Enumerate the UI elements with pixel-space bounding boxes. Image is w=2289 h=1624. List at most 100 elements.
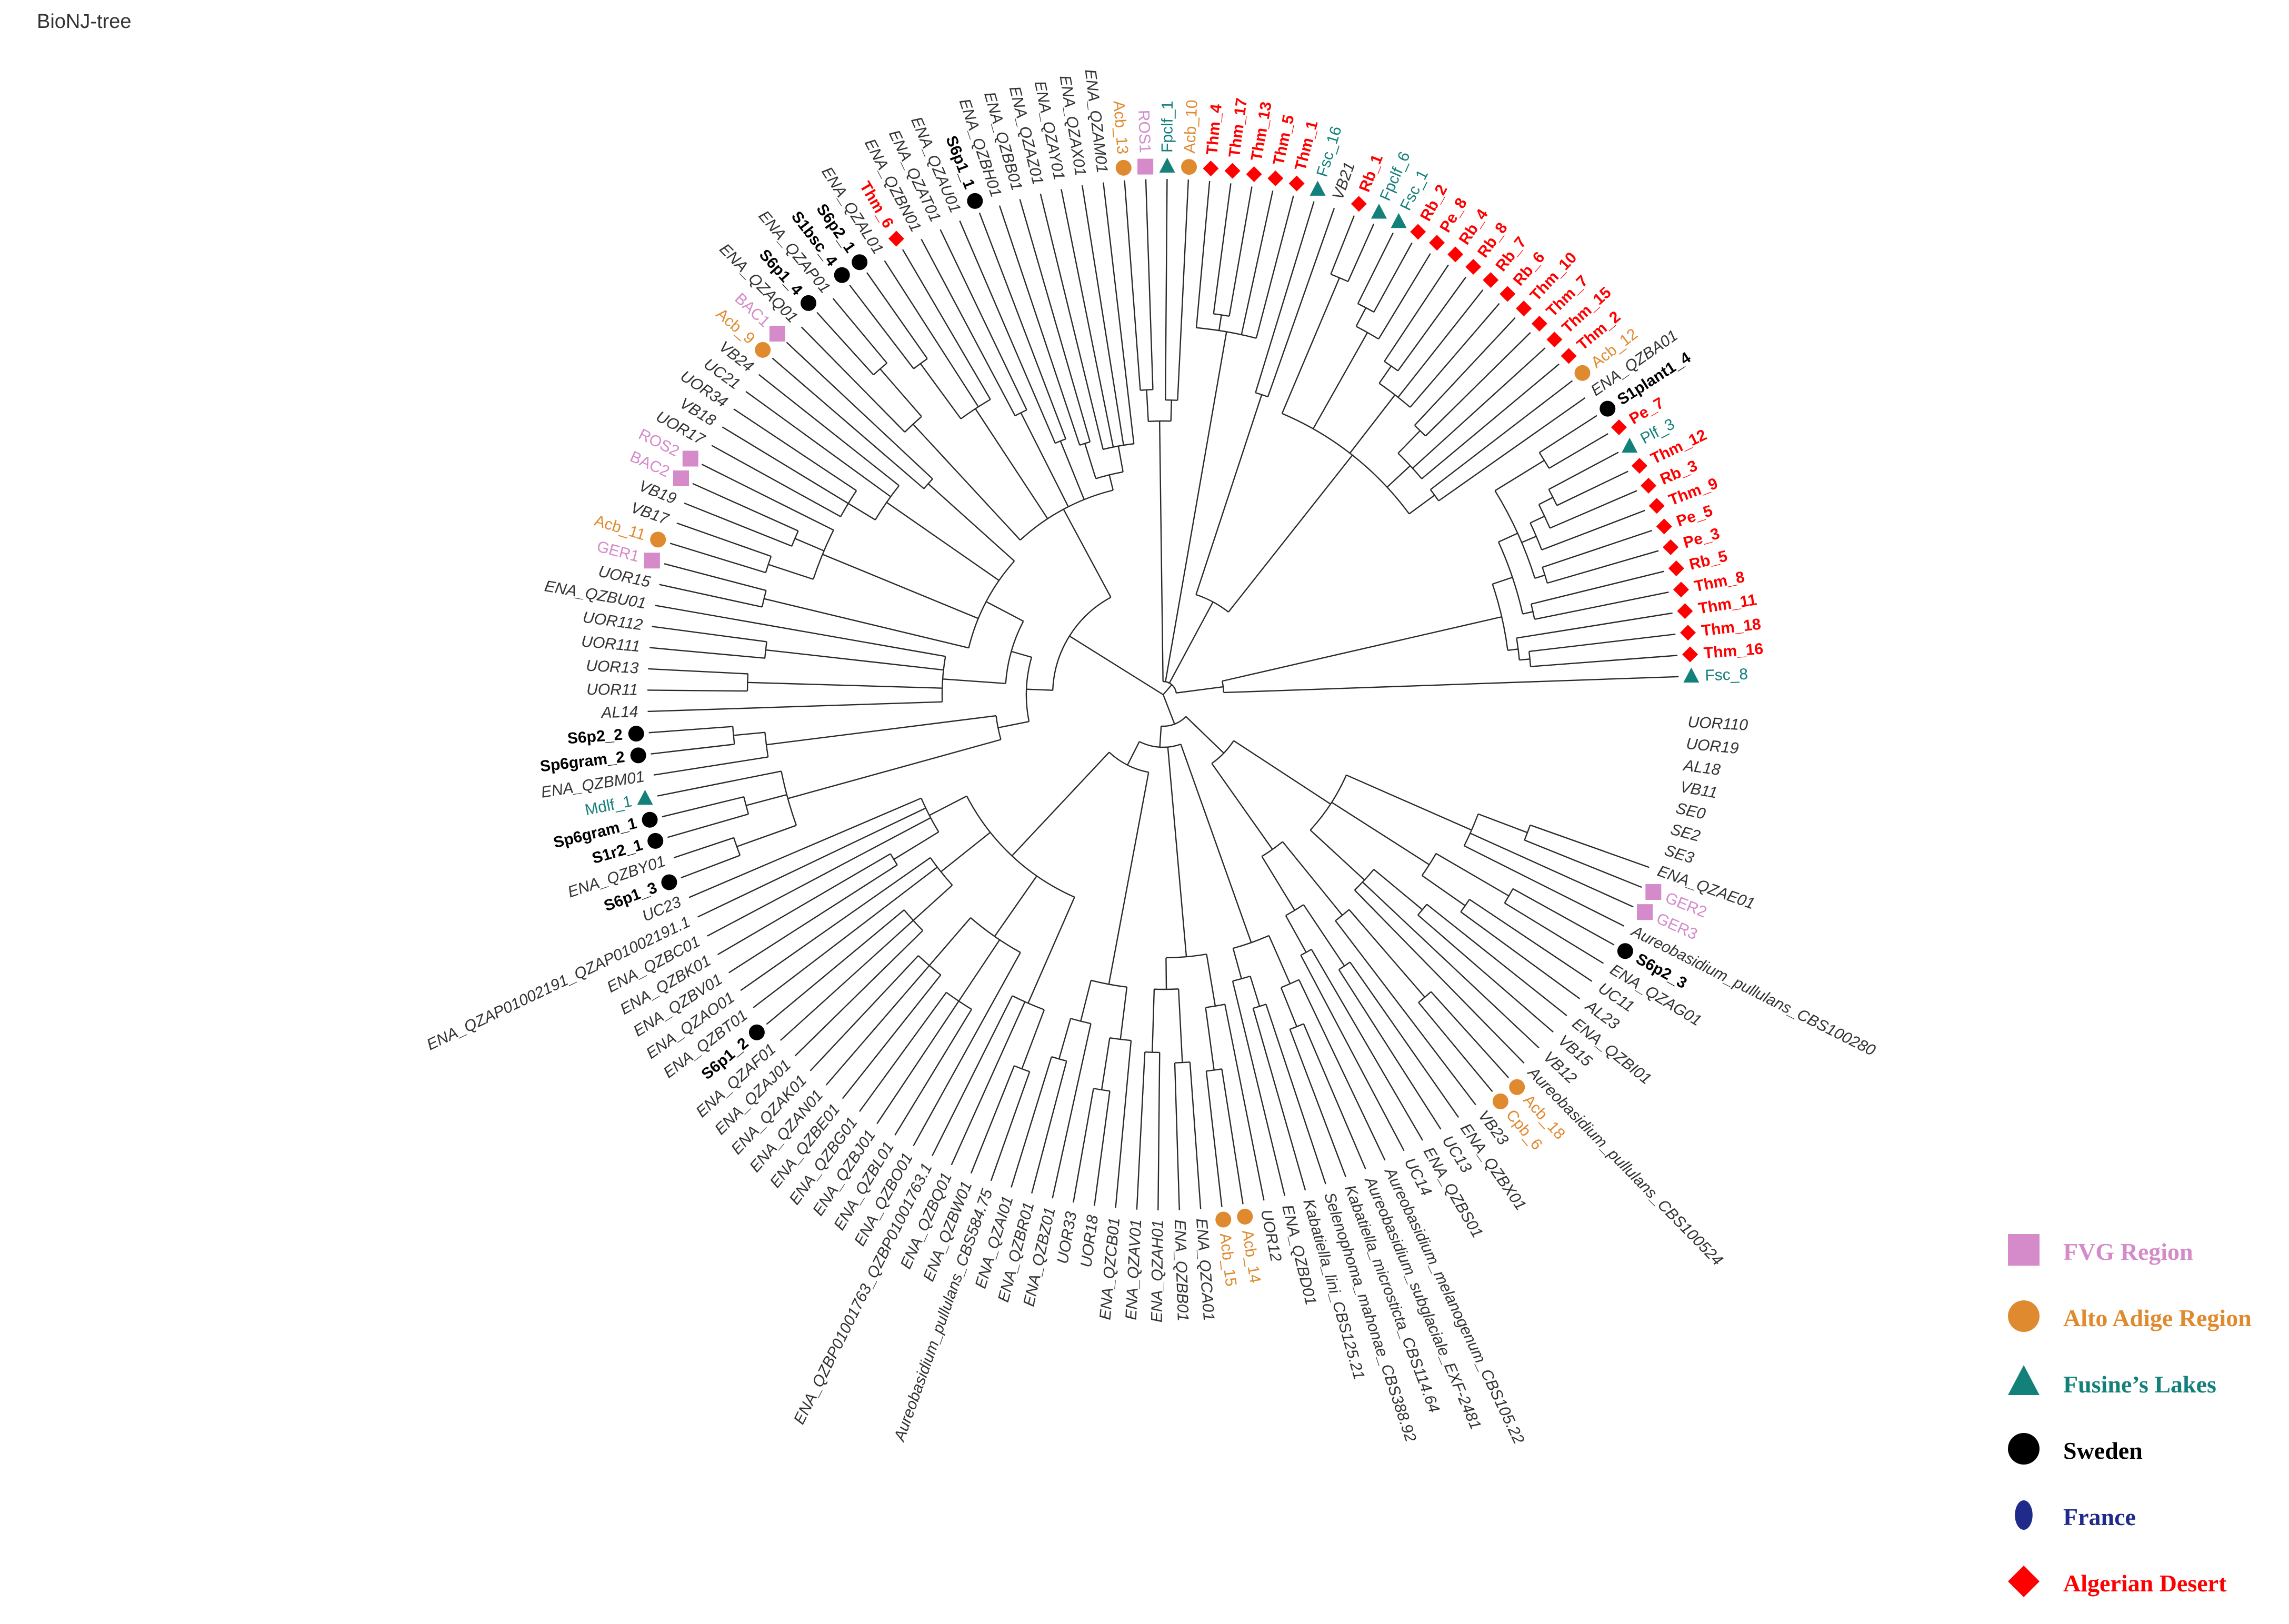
algeria-diamond-icon xyxy=(1663,539,1679,555)
branch xyxy=(919,363,962,419)
branch xyxy=(1124,180,1141,390)
algeria-diamond-icon xyxy=(1546,332,1563,348)
algeria-diamond-icon xyxy=(1246,166,1262,182)
branch xyxy=(1281,277,1340,414)
branch xyxy=(733,408,857,492)
alto-adige-circle-icon xyxy=(2008,1300,2040,1332)
branch xyxy=(1478,813,1528,834)
fvg-square-icon xyxy=(2008,1234,2040,1266)
branch xyxy=(1414,317,1516,426)
branch xyxy=(884,260,979,407)
branch xyxy=(809,955,919,1071)
legend-item: France xyxy=(2000,1491,2284,1558)
branch xyxy=(886,502,999,582)
branch xyxy=(801,326,905,433)
sweden-circle-icon xyxy=(967,193,983,209)
branch xyxy=(1265,1004,1326,1185)
branch xyxy=(1531,570,1664,605)
branch xyxy=(1174,1062,1180,1210)
branch xyxy=(1417,914,1554,1033)
branch xyxy=(1211,763,1273,850)
branch xyxy=(1165,179,1168,400)
branch xyxy=(1011,650,1032,658)
branch xyxy=(787,739,1001,799)
legend: FVG Region Alto Adige Region Fusine’s Lake… xyxy=(2000,1226,2284,1624)
legend-label: France xyxy=(2063,1503,2136,1530)
branch xyxy=(1354,889,1525,1064)
leaf-label: UOR111 xyxy=(581,633,641,655)
branch xyxy=(1470,833,1634,908)
branch xyxy=(1020,412,1069,507)
branch xyxy=(1548,452,1619,490)
branch xyxy=(1094,1091,1111,1206)
branch xyxy=(1397,289,1484,398)
algeria-diamond-icon xyxy=(1483,272,1499,288)
branch xyxy=(1255,201,1315,393)
branch xyxy=(1289,1029,1347,1177)
fusine-triangle-icon xyxy=(1159,157,1175,173)
branch xyxy=(1218,315,1222,331)
branch xyxy=(1521,535,1537,543)
algeria-diamond-icon xyxy=(1680,625,1696,641)
branch xyxy=(1145,179,1154,390)
branch xyxy=(990,1071,1031,1181)
branch xyxy=(758,374,899,486)
branch xyxy=(1267,208,1335,397)
branch xyxy=(746,794,787,806)
branch xyxy=(1221,1069,1244,1205)
branch xyxy=(1492,576,1513,585)
branch xyxy=(651,744,735,755)
branch xyxy=(1311,949,1423,1141)
branch xyxy=(951,1001,1026,1166)
branch xyxy=(1522,611,1533,615)
branch xyxy=(1312,332,1368,429)
branch xyxy=(652,626,767,643)
branch-arc xyxy=(1196,594,1229,613)
branch xyxy=(1158,421,1164,682)
legend-item: Fusine’s Lakes xyxy=(2000,1359,2284,1425)
branch xyxy=(1412,347,1546,469)
alto-adige-circle-icon xyxy=(1237,1208,1253,1225)
branch xyxy=(1539,415,1597,453)
legend-item: FVG Region xyxy=(2000,1226,2284,1292)
sweden-circle-icon xyxy=(852,254,868,270)
leaf-label: UOR11 xyxy=(586,681,638,699)
alto-adige-circle-icon xyxy=(1492,1093,1508,1109)
branch xyxy=(1163,684,1173,695)
branch xyxy=(1205,1071,1223,1207)
leaf-label: Thm_11 xyxy=(1697,591,1758,617)
branch xyxy=(859,992,947,1112)
branch xyxy=(1223,691,1242,694)
algeria-diamond-icon xyxy=(1516,300,1532,317)
branch xyxy=(647,689,748,692)
branch xyxy=(648,668,748,675)
branch xyxy=(1386,465,1411,488)
branch xyxy=(929,795,967,816)
leaf-label: UOR110 xyxy=(1687,714,1748,734)
algeria-diamond-icon xyxy=(1267,170,1284,186)
branch xyxy=(1189,1062,1202,1209)
leaf-label: ROS1 xyxy=(1135,109,1154,153)
branch xyxy=(1059,440,1085,500)
branch xyxy=(669,543,766,574)
branch xyxy=(893,831,939,860)
branch xyxy=(1180,744,1252,943)
sweden-circle-icon xyxy=(642,811,658,828)
algeria-diamond-icon xyxy=(2008,1566,2040,1597)
branch xyxy=(1228,186,1253,317)
leaf-label: Acb_13 xyxy=(1110,100,1132,155)
leaf-label: AL14 xyxy=(600,703,638,721)
branch xyxy=(1061,189,1114,447)
branch xyxy=(728,864,898,974)
branch xyxy=(662,796,744,818)
branch-arc xyxy=(1282,413,1410,515)
legend-item: Alto Adige Region xyxy=(2000,1292,2284,1359)
leaf-label: Thm_8 xyxy=(1693,568,1746,596)
alto-adige-circle-icon xyxy=(1115,159,1132,176)
branch xyxy=(664,563,766,592)
branch xyxy=(842,974,942,1099)
algeria-diamond-icon xyxy=(1668,560,1684,576)
branch xyxy=(1167,747,1187,957)
branch xyxy=(1185,716,1224,754)
